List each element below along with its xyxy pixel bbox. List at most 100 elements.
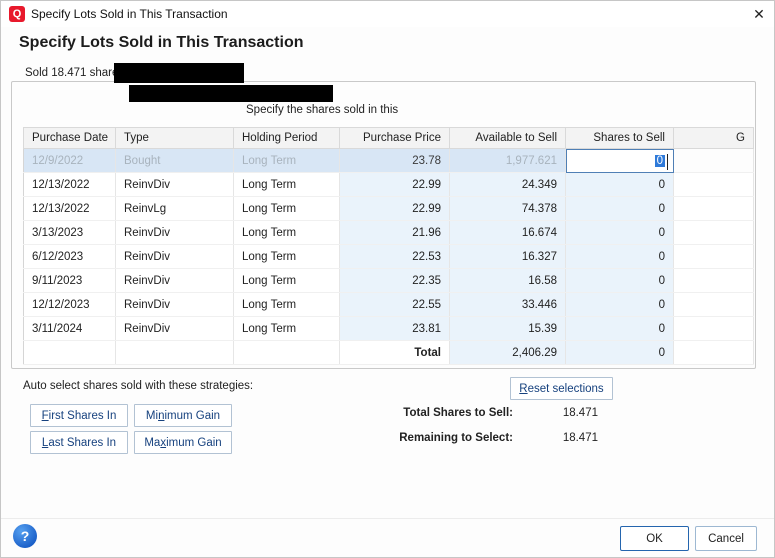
- col-type: Type: [115, 127, 234, 149]
- total-spacer: [233, 340, 340, 365]
- cancel-button[interactable]: Cancel: [695, 526, 757, 551]
- cell-gain: [673, 148, 754, 173]
- cell-gain: [673, 292, 754, 317]
- cell-shares-to-sell[interactable]: 0: [565, 316, 674, 341]
- lots-groupbox: [11, 81, 756, 369]
- cell-purchase-date: 12/12/2023: [23, 292, 116, 317]
- table-row[interactable]: 12/13/2022 ReinvDiv Long Term 22.99 24.3…: [23, 172, 754, 197]
- table-row[interactable]: 12/12/2023 ReinvDiv Long Term 22.55 33.4…: [23, 292, 754, 317]
- cell-shares-to-sell[interactable]: 0: [565, 292, 674, 317]
- cell-holding-period: Long Term: [233, 268, 340, 293]
- cell-gain: [673, 220, 754, 245]
- ok-button[interactable]: OK: [620, 526, 689, 551]
- window-title: Specify Lots Sold in This Transaction: [31, 7, 228, 21]
- cell-holding-period: Long Term: [233, 196, 340, 221]
- total-available-value: 2,406.29: [449, 340, 566, 365]
- col-purchase-price: Purchase Price: [339, 127, 450, 149]
- remaining-to-select-label: Remaining to Select:: [399, 432, 513, 444]
- cell-shares-to-sell[interactable]: 0: [565, 148, 674, 173]
- redaction-bar: [114, 63, 244, 83]
- cell-purchase-date: 12/13/2022: [23, 172, 116, 197]
- total-row: Total 2,406.29 0: [23, 340, 754, 365]
- cell-available-to-sell: 24.349: [449, 172, 566, 197]
- total-shares-value: 0: [565, 340, 674, 365]
- remaining-to-select-value: 18.471: [562, 432, 598, 444]
- table-row[interactable]: 9/11/2023 ReinvDiv Long Term 22.35 16.58…: [23, 268, 754, 293]
- table-row[interactable]: 3/13/2023 ReinvDiv Long Term 21.96 16.67…: [23, 220, 754, 245]
- cell-holding-period: Long Term: [233, 148, 340, 173]
- cell-purchase-date: 3/13/2023: [23, 220, 116, 245]
- footer-divider: [1, 518, 774, 519]
- table-header-row: Purchase Date Type Holding Period Purcha…: [23, 127, 754, 149]
- cell-purchase-price: 22.53: [339, 244, 450, 269]
- col-shares-to-sell: Shares to Sell: [565, 127, 674, 149]
- cell-purchase-date: 6/12/2023: [23, 244, 116, 269]
- close-icon[interactable]: ✕: [753, 5, 765, 22]
- cell-purchase-price: 23.78: [339, 148, 450, 173]
- sold-shares-label: Sold 18.471 shares: [21, 67, 129, 79]
- cell-available-to-sell: 1,977.621: [449, 148, 566, 173]
- minimum-gain-button[interactable]: Minimum Gain: [134, 404, 232, 427]
- cell-holding-period: Long Term: [233, 316, 340, 341]
- cell-type: ReinvLg: [115, 196, 234, 221]
- specify-shares-subtitle: Specify the shares sold in this: [246, 104, 399, 116]
- cell-available-to-sell: 74.378: [449, 196, 566, 221]
- shares-to-sell-value: 0: [658, 274, 665, 287]
- title-bar: Q Specify Lots Sold in This Transaction …: [1, 1, 774, 27]
- cell-available-to-sell: 16.674: [449, 220, 566, 245]
- cell-type: ReinvDiv: [115, 220, 234, 245]
- cell-purchase-price: 22.99: [339, 196, 450, 221]
- table-row[interactable]: 3/11/2024 ReinvDiv Long Term 23.81 15.39…: [23, 316, 754, 341]
- cell-shares-to-sell[interactable]: 0: [565, 196, 674, 221]
- cell-purchase-price: 21.96: [339, 220, 450, 245]
- cell-shares-to-sell[interactable]: 0: [565, 268, 674, 293]
- cell-type: ReinvDiv: [115, 172, 234, 197]
- cell-holding-period: Long Term: [233, 292, 340, 317]
- table-row[interactable]: 6/12/2023 ReinvDiv Long Term 22.53 16.32…: [23, 244, 754, 269]
- last-shares-in-button[interactable]: Last Shares In: [30, 431, 128, 454]
- page-title: Specify Lots Sold in This Transaction: [19, 34, 304, 51]
- total-shares-to-sell-label: Total Shares to Sell:: [403, 407, 513, 419]
- total-label: Total: [339, 340, 450, 365]
- cell-purchase-date: 12/13/2022: [23, 196, 116, 221]
- help-button[interactable]: ?: [13, 524, 37, 548]
- cell-gain: [673, 244, 754, 269]
- redaction-bar: [129, 85, 333, 102]
- table-row[interactable]: 12/9/2022 Bought Long Term 23.78 1,977.6…: [23, 148, 754, 173]
- cell-available-to-sell: 16.327: [449, 244, 566, 269]
- cell-purchase-price: 22.35: [339, 268, 450, 293]
- cell-gain: [673, 172, 754, 197]
- cell-shares-to-sell[interactable]: 0: [565, 172, 674, 197]
- cell-purchase-price: 22.55: [339, 292, 450, 317]
- cell-gain: [673, 268, 754, 293]
- cell-shares-to-sell[interactable]: 0: [565, 244, 674, 269]
- cell-available-to-sell: 16.58: [449, 268, 566, 293]
- lot-table-body: 12/9/2022 Bought Long Term 23.78 1,977.6…: [23, 148, 754, 341]
- shares-to-sell-value: 0: [658, 322, 665, 335]
- total-shares-to-sell-value: 18.471: [562, 407, 598, 419]
- col-holding-period: Holding Period: [233, 127, 340, 149]
- cell-holding-period: Long Term: [233, 244, 340, 269]
- cell-gain: [673, 316, 754, 341]
- first-shares-in-button[interactable]: First Shares In: [30, 404, 128, 427]
- table-row[interactable]: 12/13/2022 ReinvLg Long Term 22.99 74.37…: [23, 196, 754, 221]
- reset-selections-button[interactable]: Reset selections: [510, 377, 613, 400]
- cell-purchase-price: 23.81: [339, 316, 450, 341]
- cell-type: ReinvDiv: [115, 268, 234, 293]
- maximum-gain-button[interactable]: Maximum Gain: [134, 431, 232, 454]
- quicken-logo-icon: Q: [9, 6, 25, 22]
- col-purchase-date: Purchase Date: [23, 127, 116, 149]
- cell-available-to-sell: 33.446: [449, 292, 566, 317]
- cell-type: ReinvDiv: [115, 292, 234, 317]
- shares-to-sell-value: 0: [658, 250, 665, 263]
- cell-purchase-date: 12/9/2022: [23, 148, 116, 173]
- cell-type: ReinvDiv: [115, 316, 234, 341]
- cell-shares-to-sell[interactable]: 0: [565, 220, 674, 245]
- col-gain-truncated: G: [673, 127, 754, 149]
- cell-holding-period: Long Term: [233, 172, 340, 197]
- total-spacer: [23, 340, 116, 365]
- shares-to-sell-value: 0: [658, 226, 665, 239]
- strategies-label: Auto select shares sold with these strat…: [23, 380, 254, 392]
- shares-to-sell-value: 0: [658, 202, 665, 215]
